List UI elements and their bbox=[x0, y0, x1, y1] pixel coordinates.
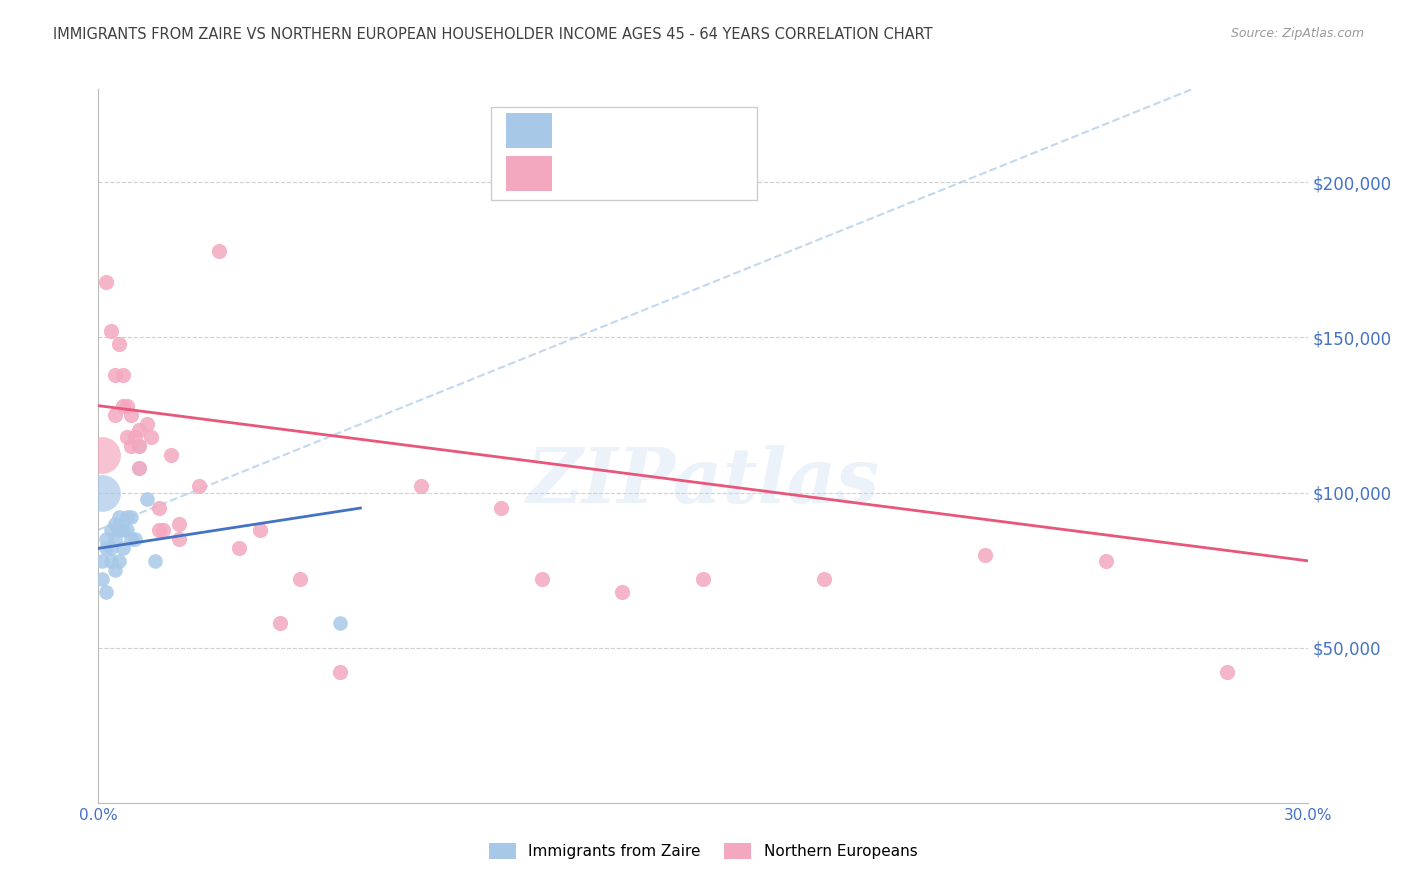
Point bbox=[103, 532, 125, 546]
Point bbox=[103, 516, 125, 531]
Point bbox=[107, 336, 129, 351]
Point bbox=[167, 516, 190, 531]
Point bbox=[96, 584, 118, 599]
Point bbox=[115, 430, 138, 444]
Text: N = 39: N = 39 bbox=[679, 166, 737, 181]
Point bbox=[152, 523, 174, 537]
Point bbox=[111, 368, 134, 382]
FancyBboxPatch shape bbox=[492, 107, 758, 200]
Point bbox=[111, 399, 134, 413]
FancyBboxPatch shape bbox=[506, 113, 551, 148]
Point bbox=[228, 541, 250, 556]
Text: ZIPatlas: ZIPatlas bbox=[526, 445, 880, 518]
Point bbox=[96, 275, 118, 289]
Point bbox=[135, 417, 157, 432]
Point bbox=[208, 244, 231, 258]
Point bbox=[148, 523, 170, 537]
Point bbox=[91, 554, 114, 568]
Point bbox=[128, 460, 150, 475]
Point bbox=[491, 501, 513, 516]
Point bbox=[1095, 554, 1118, 568]
Point bbox=[124, 430, 146, 444]
Point bbox=[692, 573, 714, 587]
Point bbox=[100, 523, 122, 537]
Point bbox=[128, 424, 150, 438]
Point bbox=[128, 439, 150, 453]
Text: IMMIGRANTS FROM ZAIRE VS NORTHERN EUROPEAN HOUSEHOLDER INCOME AGES 45 - 64 YEARS: IMMIGRANTS FROM ZAIRE VS NORTHERN EUROPE… bbox=[53, 27, 934, 42]
Point bbox=[111, 541, 134, 556]
Point bbox=[100, 541, 122, 556]
Point bbox=[160, 448, 183, 462]
Point bbox=[288, 573, 311, 587]
Point bbox=[100, 554, 122, 568]
Point bbox=[329, 615, 352, 630]
Point bbox=[107, 554, 129, 568]
Point bbox=[249, 523, 271, 537]
Point bbox=[120, 439, 142, 453]
Point bbox=[96, 541, 118, 556]
Point bbox=[96, 532, 118, 546]
Text: N = 26: N = 26 bbox=[679, 123, 737, 138]
Point bbox=[120, 408, 142, 422]
Point bbox=[91, 485, 114, 500]
Point bbox=[115, 399, 138, 413]
Point bbox=[409, 479, 432, 493]
Point bbox=[139, 430, 162, 444]
Point bbox=[612, 584, 634, 599]
Point bbox=[1216, 665, 1239, 680]
Legend: Immigrants from Zaire, Northern Europeans: Immigrants from Zaire, Northern European… bbox=[481, 835, 925, 866]
Point bbox=[103, 408, 125, 422]
Point bbox=[103, 563, 125, 577]
Point bbox=[91, 448, 114, 462]
Point bbox=[124, 532, 146, 546]
Point bbox=[974, 548, 997, 562]
Point bbox=[103, 368, 125, 382]
Point bbox=[120, 510, 142, 524]
Point bbox=[148, 501, 170, 516]
Point bbox=[188, 479, 211, 493]
Point bbox=[120, 532, 142, 546]
Text: R =  0.249: R = 0.249 bbox=[564, 123, 645, 138]
Point bbox=[530, 573, 553, 587]
Point bbox=[128, 439, 150, 453]
Point bbox=[107, 523, 129, 537]
FancyBboxPatch shape bbox=[506, 156, 551, 191]
Point bbox=[167, 532, 190, 546]
Point bbox=[128, 460, 150, 475]
Point bbox=[813, 573, 835, 587]
Text: Source: ZipAtlas.com: Source: ZipAtlas.com bbox=[1230, 27, 1364, 40]
Point bbox=[269, 615, 291, 630]
Point bbox=[107, 510, 129, 524]
Point bbox=[329, 665, 352, 680]
Point bbox=[143, 554, 166, 568]
Text: R = -0.463: R = -0.463 bbox=[564, 166, 647, 181]
Point bbox=[100, 324, 122, 338]
Point bbox=[111, 523, 134, 537]
Point bbox=[115, 510, 138, 524]
Point bbox=[91, 573, 114, 587]
Point bbox=[115, 523, 138, 537]
Point bbox=[135, 491, 157, 506]
